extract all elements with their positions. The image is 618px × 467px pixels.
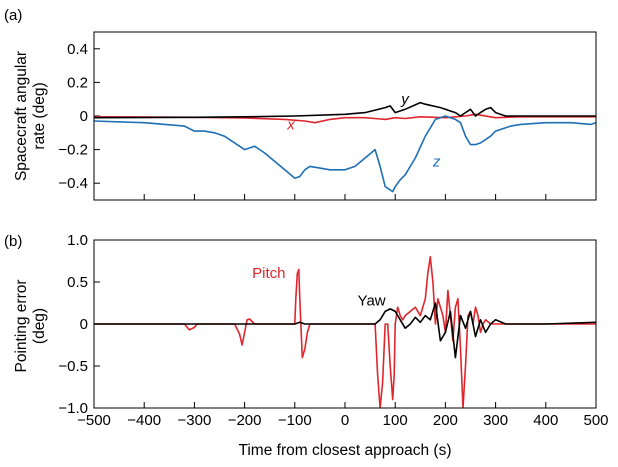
series-label-x: x bbox=[286, 116, 295, 133]
y-tick-label-b: 1.0 bbox=[67, 232, 88, 249]
series-label-yaw: Yaw bbox=[358, 293, 386, 310]
y-tick-label-a: 0 bbox=[80, 108, 88, 125]
y-tick-label-a: −0.2 bbox=[58, 142, 88, 159]
x-tick-label: −400 bbox=[127, 412, 161, 429]
panel-b-label: (b) bbox=[4, 233, 22, 250]
y-axis-title-a-line2: rate (deg) bbox=[31, 82, 48, 149]
y-axis-title-b: Pointing error (deg) bbox=[13, 279, 48, 372]
x-tick-label: −200 bbox=[228, 412, 262, 429]
x-tick-label: 0 bbox=[341, 412, 349, 429]
series-label-y: y bbox=[400, 91, 410, 108]
y-axis-title-a: Spacecraft angular rate (deg) bbox=[13, 51, 48, 181]
y-axis-title-b-line1: Pointing error bbox=[13, 279, 30, 372]
series-a: y x z bbox=[94, 91, 596, 193]
panel-a-label: (a) bbox=[4, 7, 22, 24]
x-axis-title: Time from closest approach (s) bbox=[238, 442, 451, 459]
x-ticks: −500 −400 −300 −200 −100 0 100 200 300 400 500 bbox=[77, 412, 608, 429]
x-tick-label: −500 bbox=[77, 412, 111, 429]
y-tick-label-a: 0.4 bbox=[67, 41, 88, 58]
y-tick-label-b: 0 bbox=[80, 316, 88, 333]
x-tick-label: 100 bbox=[383, 412, 408, 429]
panel-b: (b) Pointing error (deg) 1.0 0.5 0 −0.5 −1.0… bbox=[4, 232, 597, 417]
x-tick-label: 200 bbox=[433, 412, 458, 429]
y-axis-title-b-line2: (deg) bbox=[31, 308, 48, 344]
series-b: Pitch Yaw bbox=[94, 256, 596, 408]
panel-a: (a) Spacecraft angular rate (deg) 0.4 0.2… bbox=[4, 7, 597, 201]
y-tick-label-a: −0.4 bbox=[58, 175, 88, 192]
series-line-yaw bbox=[94, 302, 596, 359]
series-line-pitch bbox=[94, 256, 596, 408]
plot-frame-b bbox=[93, 239, 597, 409]
series-line-z bbox=[94, 115, 596, 193]
x-tick-label: 300 bbox=[483, 412, 508, 429]
x-tick-label: −100 bbox=[278, 412, 312, 429]
series-line-x bbox=[94, 113, 596, 124]
x-tick-label: 400 bbox=[533, 412, 558, 429]
y-tick-label-b: 0.5 bbox=[67, 274, 88, 291]
y-tick-label-b: −0.5 bbox=[58, 358, 88, 375]
y-tick-label-a: 0.2 bbox=[67, 74, 88, 91]
x-tick-label: 500 bbox=[583, 412, 608, 429]
y-axis-title-a-line1: Spacecraft angular bbox=[13, 51, 30, 181]
plot-frame-a bbox=[93, 31, 597, 201]
y-tick-label-b: −1.0 bbox=[58, 400, 88, 417]
series-label-pitch: Pitch bbox=[252, 265, 285, 282]
series-label-z: z bbox=[432, 153, 441, 170]
y-ticks-b: 1.0 0.5 0 −0.5 −1.0 bbox=[58, 232, 597, 417]
series-line-y bbox=[94, 101, 596, 119]
x-tick-label: −300 bbox=[178, 412, 212, 429]
